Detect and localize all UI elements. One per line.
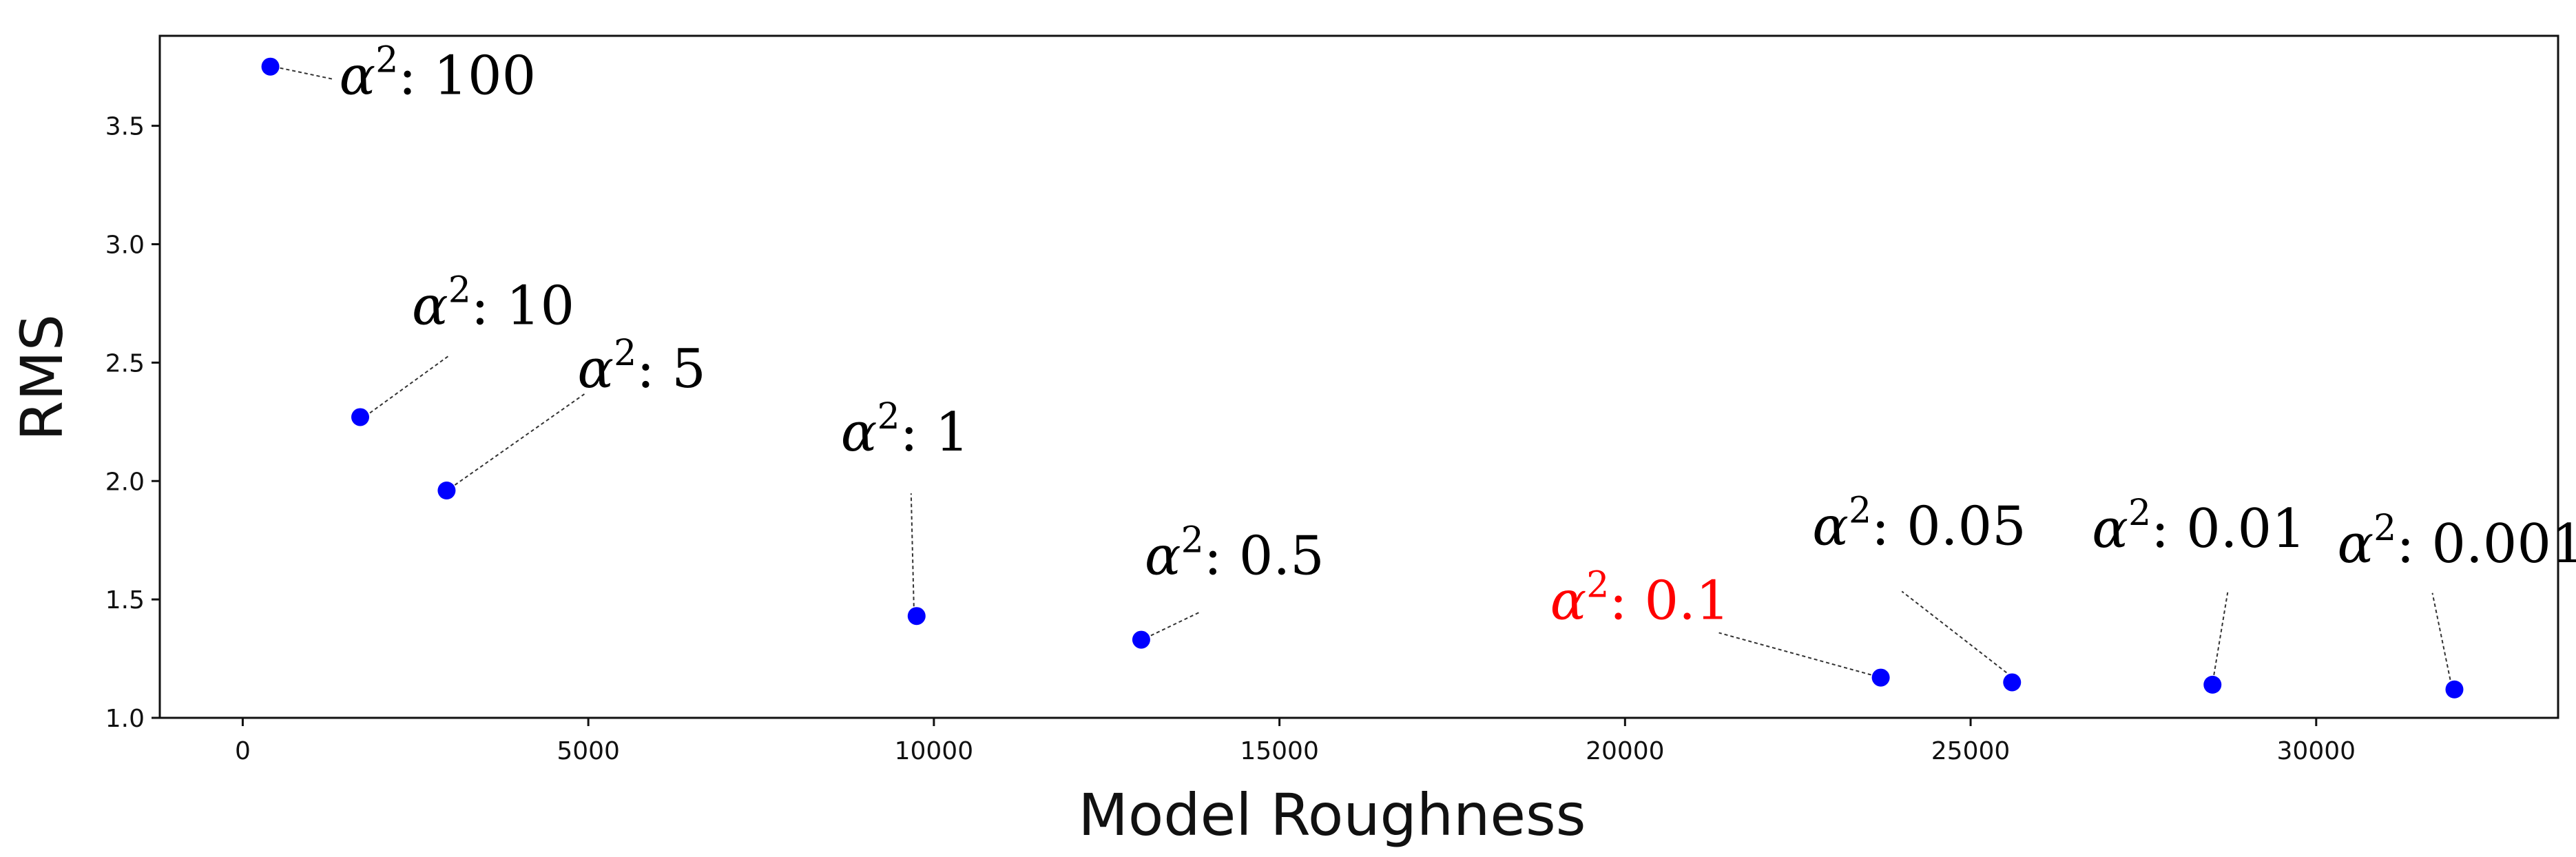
annotation-value: : 0.001 (2396, 513, 2576, 575)
annotation-alpha: α (2337, 513, 2374, 575)
data-point (437, 482, 456, 499)
point-annotation: α2: 0.01 (2092, 493, 2306, 560)
x-tick-label: 30000 (2277, 737, 2356, 765)
y-tick-label: 1.5 (105, 586, 145, 615)
annotation-alpha: α (1812, 495, 1849, 557)
annotation-leader-line (910, 493, 915, 607)
y-tick-label: 3.0 (105, 231, 145, 260)
data-points (261, 57, 2464, 699)
data-point (2445, 680, 2464, 699)
point-annotation: α2: 100 (340, 40, 537, 107)
annotation-value: : 1 (900, 402, 970, 464)
annotation-alpha: α (412, 275, 448, 337)
annotation-value: : 0.01 (2151, 498, 2306, 560)
data-point (1132, 630, 1150, 649)
x-axis-title: Model Roughness (1078, 781, 1586, 849)
annotation-superscript: 2 (2374, 508, 2396, 549)
x-tick-label: 25000 (1931, 737, 2011, 765)
data-point (907, 607, 926, 626)
annotation-superscript: 2 (2128, 493, 2151, 534)
point-annotation: α2: 0.5 (1145, 520, 1325, 588)
annotation-superscript: 2 (375, 40, 398, 81)
annotation-leader-line (454, 393, 585, 486)
annotation-value: : 10 (471, 275, 574, 337)
y-tick-label: 1.0 (105, 705, 145, 733)
data-point (2203, 675, 2222, 694)
data-point (1871, 668, 1890, 687)
annotation-value: : 0.1 (1609, 570, 1730, 632)
annotation-superscript: 2 (1181, 520, 1204, 561)
annotation-alpha: α (1145, 526, 1181, 588)
plot-frame (158, 34, 2559, 719)
annotation-leader-line (1718, 632, 1871, 676)
data-point (261, 57, 280, 76)
annotation-superscript: 2 (614, 333, 636, 374)
x-tick-label: 20000 (1586, 737, 1665, 765)
annotation-leader-line (1901, 590, 2007, 674)
annotation-superscript: 2 (1849, 490, 1871, 531)
point-annotation: α2: 0.1 (1550, 565, 1730, 632)
annotation-alpha: α (1550, 570, 1587, 632)
point-annotation: α2: 5 (577, 333, 705, 400)
annotation-superscript: 2 (448, 269, 471, 311)
y-tick-label: 2.5 (105, 349, 145, 378)
point-annotation: α2: 0.001 (2337, 508, 2576, 575)
point-annotation: α2: 10 (412, 269, 574, 337)
annotation-value: : 0.05 (1871, 495, 2026, 557)
annotation-alpha: α (577, 338, 614, 400)
annotation-superscript: 2 (877, 396, 900, 437)
annotation-leader-line (2431, 592, 2451, 680)
y-axis: 1.0 1.5 2.0 2.5 3.0 3.5 (105, 113, 160, 733)
x-tick-label: 0 (235, 737, 251, 765)
x-axis: 0 5000 10000 15000 20000 25000 30000 (235, 718, 2356, 765)
annotation-leader-line (2213, 592, 2229, 676)
annotation-value: : 0.5 (1204, 526, 1325, 588)
annotation-leader-line (280, 67, 333, 80)
point-annotation: α2: 0.05 (1812, 490, 2026, 557)
x-tick-label: 10000 (895, 737, 974, 765)
y-axis-title: RMS (8, 314, 76, 441)
annotation-alpha: α (340, 45, 376, 107)
annotation-superscript: 2 (1586, 565, 1609, 606)
annotation-leader-line (369, 354, 450, 414)
annotation-value: : 5 (636, 338, 706, 400)
annotation-leader-line (1150, 611, 1201, 637)
data-point (2003, 673, 2022, 692)
point-annotation: α2: 1 (841, 396, 969, 464)
data-point (351, 408, 370, 426)
annotation-alpha: α (841, 402, 877, 464)
y-tick-label: 3.5 (105, 113, 145, 141)
annotation-alpha: α (2092, 498, 2128, 560)
annotation-value: : 100 (398, 45, 536, 107)
x-tick-label: 15000 (1240, 737, 1319, 765)
annotation-leaders (280, 67, 2451, 680)
y-tick-label: 2.0 (105, 468, 145, 496)
x-tick-label: 5000 (557, 737, 620, 765)
